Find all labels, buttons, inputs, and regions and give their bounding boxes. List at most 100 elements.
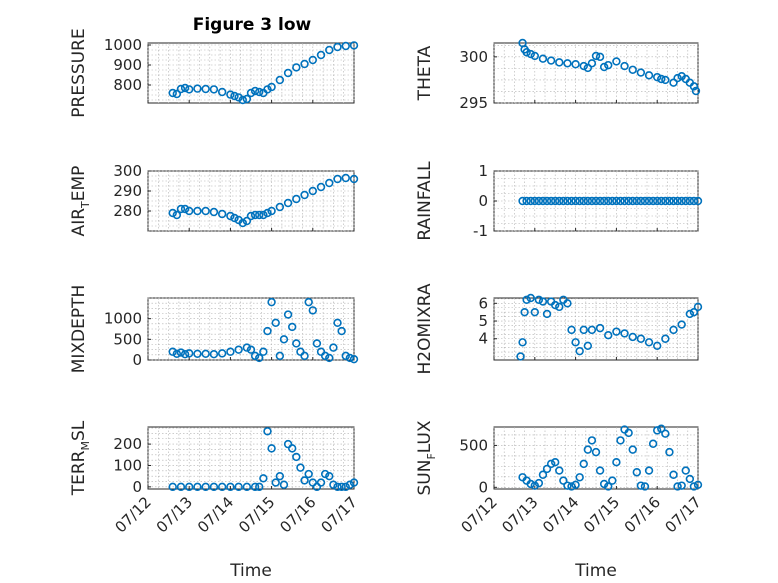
pressure-ytick-label: 800	[113, 76, 142, 94]
h2omixra-data-point	[652, 341, 662, 351]
terr-msl-data-point	[234, 482, 243, 492]
mixdepth-data-point	[337, 326, 346, 336]
sun-flux-data-point	[657, 424, 666, 433]
terr-msl-xtick-label: 07/15	[235, 493, 278, 536]
theta-data-point	[604, 60, 613, 70]
sun-flux-xlabel: Time	[574, 561, 617, 581]
pressure-data-point	[209, 85, 219, 94]
mixdepth-data-point	[180, 350, 190, 359]
rainfall-data-point	[604, 196, 613, 206]
rainfall-data-point	[681, 196, 690, 206]
sun-flux-data-point	[628, 445, 637, 454]
terr-msl-data-point	[320, 469, 330, 479]
pressure-data-point	[267, 82, 276, 92]
air-temp-data-point	[238, 218, 247, 228]
rainfall-data-point	[612, 196, 621, 206]
pressure-data-point	[341, 41, 350, 51]
terr-msl-data-point	[279, 480, 289, 489]
terr-msl-data-point	[193, 482, 202, 492]
theta-data-point	[669, 78, 678, 87]
pressure-data-point	[242, 94, 252, 104]
mixdepth-data-point	[329, 343, 338, 352]
h2omixra-data-point	[628, 332, 637, 342]
theta-data-point	[689, 82, 699, 91]
terr-msl-data-point	[271, 478, 280, 487]
h2omixra-ytick-label: 5	[478, 312, 488, 330]
theta-data-point	[612, 57, 621, 66]
rainfall-data-point	[677, 196, 686, 206]
terr-msl-xtick-label: 07/16	[276, 493, 319, 536]
pressure-data-point	[217, 87, 227, 97]
air-temp-data-point	[185, 206, 194, 216]
mixdepth-data-point	[168, 347, 177, 356]
rainfall-data-point	[587, 196, 597, 206]
sun-flux-data-point	[612, 457, 621, 467]
pressure-data-point	[250, 86, 260, 96]
pressure-data-point	[325, 45, 334, 55]
mixdepth-data-point	[283, 310, 293, 319]
rainfall-data-point	[530, 196, 539, 206]
mixdepth-ylabel: MIXDEPTH	[69, 285, 89, 374]
h2omixra-data-point	[563, 299, 572, 308]
h2omixra-data-point	[604, 331, 613, 340]
sun-flux-data-point	[616, 436, 625, 445]
theta-data-point	[530, 51, 539, 61]
h2omixra-data-point	[587, 325, 597, 335]
theta-data-point	[571, 60, 580, 69]
theta-data-point	[555, 58, 564, 67]
sun-flux-data-point	[693, 480, 703, 490]
h2omixra-data-point	[520, 307, 529, 317]
theta-data-point	[652, 72, 662, 82]
air-temp-data-point	[246, 211, 256, 221]
sun-flux-data-point	[538, 470, 548, 479]
terr-msl-xtick-label: 07/13	[153, 493, 196, 536]
theta-data-point	[595, 52, 605, 62]
rainfall-data-point	[624, 196, 633, 206]
h2omixra-data-point	[522, 295, 531, 304]
air-temp-data-point	[176, 204, 186, 214]
h2omixra-data-point	[530, 307, 539, 317]
sun-flux-data-point	[604, 482, 613, 491]
rainfall-data-point	[583, 196, 593, 206]
sun-flux-data-point	[526, 479, 535, 489]
h2omixra-data-point	[620, 329, 629, 338]
pressure-data-point	[316, 50, 326, 60]
mixdepth-ytick-label: 0	[132, 351, 142, 369]
rainfall-ytick-label: -1	[473, 222, 488, 240]
theta-data-point	[673, 73, 682, 83]
theta-axes: 295 300 THETA	[415, 38, 701, 112]
pressure-data-point	[226, 90, 235, 99]
air-temp-data-point	[217, 209, 227, 219]
rainfall-data-point	[579, 196, 588, 206]
pressure-data-point	[180, 83, 190, 93]
mixdepth-ytick-label: 1000	[104, 310, 142, 328]
terr-msl-data-point	[267, 444, 276, 453]
mixdepth-data-point	[341, 351, 350, 361]
terr-msl-data-point	[259, 474, 268, 483]
rainfall-data-point	[628, 196, 637, 206]
air-temp-data-point	[292, 194, 301, 204]
rainfall-data-point	[591, 196, 601, 206]
air-temp-data-point	[325, 178, 334, 188]
h2omixra-ylabel: H2OMIXRA	[415, 283, 435, 374]
air-temp-ylabel: AIRTEMP	[69, 166, 92, 237]
sun-flux-data-point	[555, 466, 564, 475]
mixdepth-data-point	[263, 326, 272, 336]
sun-flux-data-point	[669, 470, 678, 479]
h2omixra-data-point	[571, 338, 580, 347]
sun-flux-data-point	[644, 466, 654, 475]
mixdepth-axes: 0 500 1000 MIXDEPTH	[69, 285, 359, 374]
pressure-data-point	[349, 41, 359, 50]
sun-flux-data-point	[608, 476, 617, 485]
terr-msl-xlabel: Time	[229, 561, 272, 581]
h2omixra-data-point	[612, 327, 621, 336]
rainfall-data-point	[689, 196, 699, 206]
pressure-data-point	[201, 84, 210, 94]
terr-msl-data-point	[304, 469, 313, 479]
h2omixra-data-point	[685, 309, 695, 319]
sun-flux-data-point	[583, 445, 593, 454]
theta-data-point	[636, 68, 646, 77]
air-temp-data-point	[172, 210, 182, 220]
rainfall-data-point	[665, 196, 674, 206]
